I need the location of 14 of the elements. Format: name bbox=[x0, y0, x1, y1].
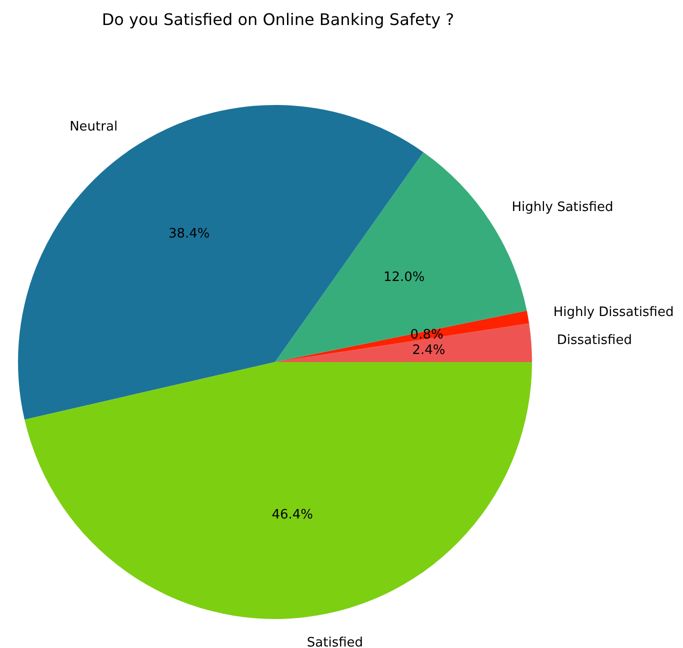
data-label: 2.4% bbox=[412, 342, 446, 358]
slice-label: Neutral bbox=[70, 120, 118, 135]
data-label: 46.4% bbox=[272, 508, 314, 523]
slice-label: Highly Satisfied bbox=[512, 200, 614, 216]
pie-slice bbox=[275, 323, 532, 362]
slice-label: Dissatisfied bbox=[556, 333, 632, 348]
chart-title: Do you Satisfied on Online Banking Safety ? bbox=[100, 10, 456, 29]
pie-slice bbox=[275, 310, 530, 362]
pie-slice bbox=[24, 362, 532, 619]
slice-label: Satisfied bbox=[306, 635, 364, 648]
slice-label: Highly Dissatisfied bbox=[553, 305, 674, 320]
data-label: 12.0% bbox=[383, 270, 425, 286]
data-label: 38.4% bbox=[168, 226, 210, 242]
data-label: 0.8% bbox=[410, 328, 444, 343]
